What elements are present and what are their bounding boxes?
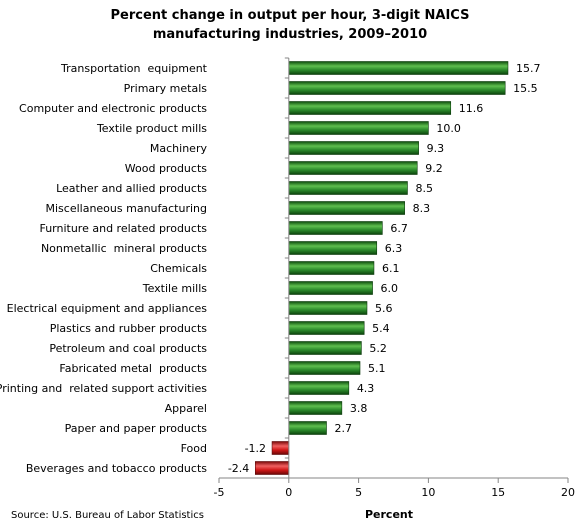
bar [288,201,405,215]
value-label: 6.0 [381,282,399,295]
value-label: 5.1 [368,362,386,375]
bar [288,161,418,175]
category-label: Plastics and rubber products [50,322,208,335]
source-note: Source: U.S. Bureau of Labor Statistics [11,510,204,521]
bar [288,381,350,395]
value-label: 2.7 [334,422,352,435]
bar [288,401,343,415]
bar [288,241,378,255]
x-tick-label: -5 [214,486,225,499]
bar [288,281,373,295]
category-label: Wood products [125,162,207,175]
value-label: 4.3 [357,382,375,395]
value-label: 9.2 [425,162,443,175]
category-label: Transportation equipment [60,62,208,75]
value-label: 10.0 [436,122,461,135]
value-label: 8.5 [415,182,433,195]
category-label: Textile product mills [96,122,207,135]
category-label: Electrical equipment and appliances [7,302,208,315]
value-label: 15.5 [513,82,538,95]
value-label: 3.8 [350,402,368,415]
category-label: Primary metals [124,82,208,95]
category-label: Furniture and related products [39,222,207,235]
x-tick-label: 10 [421,486,435,499]
bar [288,141,419,155]
bar [288,361,361,375]
value-label: 6.3 [385,242,403,255]
category-label: Leather and allied products [56,182,207,195]
bar [271,441,290,455]
x-tick-label: 20 [561,486,575,499]
bar [288,321,365,335]
x-axis-label: Percent [365,508,413,521]
chart-title-line-1: Percent change in output per hour, 3-dig… [110,8,470,23]
bar [288,341,362,355]
value-label: 15.7 [516,62,541,75]
value-label: 11.6 [459,102,484,115]
bar [288,261,375,275]
value-label: 5.6 [375,302,393,315]
bar [288,221,383,235]
value-label: 6.1 [382,262,400,275]
category-label: Apparel [165,402,207,415]
category-label: Textile mills [142,282,208,295]
category-label: Beverages and tobacco products [26,462,207,475]
chart-title-line-2: manufacturing industries, 2009–2010 [152,27,428,42]
category-label: Food [181,442,207,455]
category-label: Miscellaneous manufacturing [46,202,208,215]
bar [288,81,506,95]
category-label: Chemicals [150,262,207,275]
category-label: Nonmetallic mineral products [41,242,207,255]
bar [254,461,290,475]
bar [288,121,429,135]
category-label: Printing and related support activities [0,382,207,395]
bar [288,181,408,195]
value-label: 8.3 [413,202,431,215]
category-label: Paper and paper products [65,422,208,435]
x-tick-label: 0 [285,486,292,499]
value-label: -2.4 [228,462,249,475]
value-label: 5.2 [369,342,387,355]
bar [288,101,452,115]
bar [288,421,327,435]
value-label: 5.4 [372,322,390,335]
x-tick-label: 5 [355,486,362,499]
category-label: Petroleum and coal products [49,342,207,355]
category-label: Computer and electronic products [19,102,207,115]
category-label: Fabricated metal products [59,362,207,375]
bar [288,301,368,315]
category-label: Machinery [150,142,208,155]
bar [288,61,509,75]
x-tick-label: 15 [491,486,505,499]
value-label: 6.7 [390,222,408,235]
value-label: -1.2 [245,442,266,455]
value-label: 9.3 [427,142,445,155]
